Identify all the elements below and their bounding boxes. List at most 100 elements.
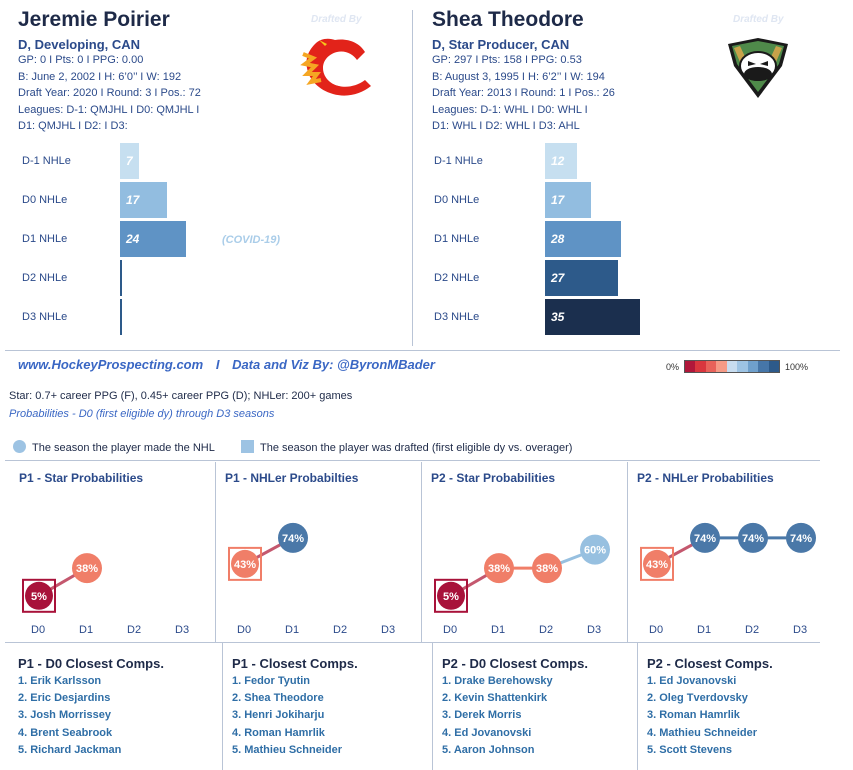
comps-divider xyxy=(432,643,433,770)
probability-label: 5% xyxy=(443,591,459,603)
credit-line: www.HockeyProspecting.com I Data and Viz… xyxy=(18,357,435,372)
nhle-bar xyxy=(120,299,122,335)
credit-separator: I xyxy=(215,357,220,372)
nhle-bar: 28 xyxy=(545,221,621,257)
circle-legend-icon xyxy=(13,440,26,453)
player2-info-line: Leagues: D-1: WHL I D0: WHL I xyxy=(432,103,588,116)
definition-line: Star: 0.7+ career PPG (F), 0.45+ career … xyxy=(9,390,353,402)
probability-point xyxy=(231,549,259,578)
drafted-marker xyxy=(228,546,262,581)
panel-axis-label: D0 xyxy=(31,624,46,636)
nhle-bar-value: 17 xyxy=(126,193,140,207)
panel-line-segment xyxy=(656,536,706,566)
nhle-row-label: D-1 NHLe xyxy=(22,155,71,167)
nhle-row-label: D0 NHLe xyxy=(434,194,480,206)
nhle-row-label: D3 NHLe xyxy=(434,311,480,323)
probability-label: 38% xyxy=(76,563,98,575)
nhle-bar-value: 28 xyxy=(551,232,565,246)
panels-top-divider xyxy=(5,460,820,461)
panel-axis-label: D2 xyxy=(333,624,348,636)
nhle-bar-value: 12 xyxy=(551,154,565,168)
player2-drafted-by: Drafted By xyxy=(733,14,784,25)
probability-label: 38% xyxy=(488,563,510,575)
comp-list-item: 4. Roman Hamrlik xyxy=(232,726,325,739)
player1-info-line: Leagues: D-1: QMJHL I D0: QMJHL I xyxy=(18,103,200,116)
nhle-bar: 17 xyxy=(545,182,591,218)
probability-point xyxy=(484,553,514,584)
comp-list-item: 5. Mathieu Schneider xyxy=(232,743,343,756)
color-scale-swatch xyxy=(705,361,717,372)
color-scale-swatch xyxy=(716,361,727,372)
probability-point xyxy=(580,534,610,565)
probability-label: 74% xyxy=(790,533,812,545)
probability-label: 5% xyxy=(31,591,47,603)
nhle-row-label: D2 NHLe xyxy=(22,272,68,284)
panel-axis-label: D3 xyxy=(175,624,190,636)
nhle-bar-value: 17 xyxy=(551,193,565,207)
panel-line-segment xyxy=(38,566,88,598)
comps-divider xyxy=(637,643,638,770)
panel-title: P2 - Star Probabilities xyxy=(431,471,556,485)
player1-info-line: GP: 0 I Pts: 0 I PPG: 0.00 xyxy=(18,54,144,66)
legend-min-label: 0% xyxy=(666,362,680,372)
nhle-row-label: D1 NHLe xyxy=(434,233,480,245)
player1-info-line: B: June 2, 2002 I H: 6’0’’ I W: 192 xyxy=(18,70,182,83)
probability-point xyxy=(25,581,53,610)
probability-label: 38% xyxy=(536,563,558,575)
comp-list-item: 4. Mathieu Schneider xyxy=(647,726,758,739)
comp-list-item: 1. Ed Jovanovski xyxy=(647,675,737,687)
header-divider xyxy=(412,10,413,346)
comp-list-item: 2. Shea Theodore xyxy=(232,692,324,705)
color-scale-swatch xyxy=(747,361,759,372)
probability-point xyxy=(72,553,102,584)
probability-point xyxy=(532,553,562,584)
anaheim-ducks-logo xyxy=(728,38,788,98)
panel-axis-label: D2 xyxy=(745,624,760,636)
comp-list-item: 3. Derek Morris xyxy=(442,709,522,722)
probability-label: 74% xyxy=(282,533,304,545)
player2-info-line: B: August 3, 1995 I H: 6’2’’ I W: 194 xyxy=(432,70,605,83)
probability-label: 74% xyxy=(694,533,716,545)
player1-info-line: D1: QMJHL I D2: I D3: xyxy=(18,120,128,132)
square-legend-text: The season the player was drafted (first… xyxy=(260,442,573,454)
panel-axis-label: D0 xyxy=(649,624,664,636)
color-scale-swatch xyxy=(768,361,779,372)
probability-point xyxy=(738,522,768,553)
panel-title: P2 - NHLer Probabilities xyxy=(637,471,774,485)
comp-list-item: 3. Roman Hamrlik xyxy=(647,709,740,722)
probability-point xyxy=(786,522,816,553)
legend-max-label: 100% xyxy=(785,362,809,372)
comps-title: P2 - Closest Comps. xyxy=(647,656,773,671)
color-scale-legend xyxy=(684,360,780,373)
probability-point xyxy=(690,522,720,553)
player1-info-line: Draft Year: 2020 I Round: 3 I Pos.: 72 xyxy=(18,87,201,99)
comp-list-item: 4. Ed Jovanovski xyxy=(442,726,532,739)
player2-info-line: GP: 297 I Pts: 158 I PPG: 0.53 xyxy=(432,54,582,66)
drafted-marker xyxy=(22,578,56,613)
player2-info: GP: 297 I Pts: 158 I PPG: 0.53 B: August… xyxy=(432,52,615,135)
player2-info-line: D1: WHL I D2: WHL I D3: AHL xyxy=(432,120,580,132)
panel-axis-label: D2 xyxy=(539,624,554,636)
nhle-bar-value: 24 xyxy=(126,232,140,246)
probability-label: 43% xyxy=(646,559,668,571)
panel-axis-label: D0 xyxy=(237,624,252,636)
comps-title: P2 - D0 Closest Comps. xyxy=(442,656,588,671)
color-scale-swatch xyxy=(737,361,748,372)
comp-list-item: 5. Scott Stevens xyxy=(647,743,732,756)
drafted-marker xyxy=(434,578,468,613)
player2-name: Shea Theodore xyxy=(432,8,584,31)
comp-list-item: 2. Oleg Tverdovsky xyxy=(647,692,748,705)
footer-divider xyxy=(5,350,840,351)
comp-list-item: 5. Richard Jackman xyxy=(18,743,122,756)
nhle-bar xyxy=(120,260,122,296)
nhle-bar: 7 xyxy=(120,143,140,179)
comps-title: P1 - Closest Comps. xyxy=(232,656,358,671)
probability-point xyxy=(437,581,465,610)
nhle-bar-value: 7 xyxy=(126,154,133,168)
comps-divider xyxy=(222,643,223,770)
panel-line-segment xyxy=(244,536,294,566)
site-link[interactable]: www.HockeyProspecting.com xyxy=(18,357,204,372)
probability-point xyxy=(643,549,671,578)
comp-list-item: 1. Fedor Tyutin xyxy=(232,675,311,687)
player2-subtitle: D, Star Producer, CAN xyxy=(432,37,570,52)
